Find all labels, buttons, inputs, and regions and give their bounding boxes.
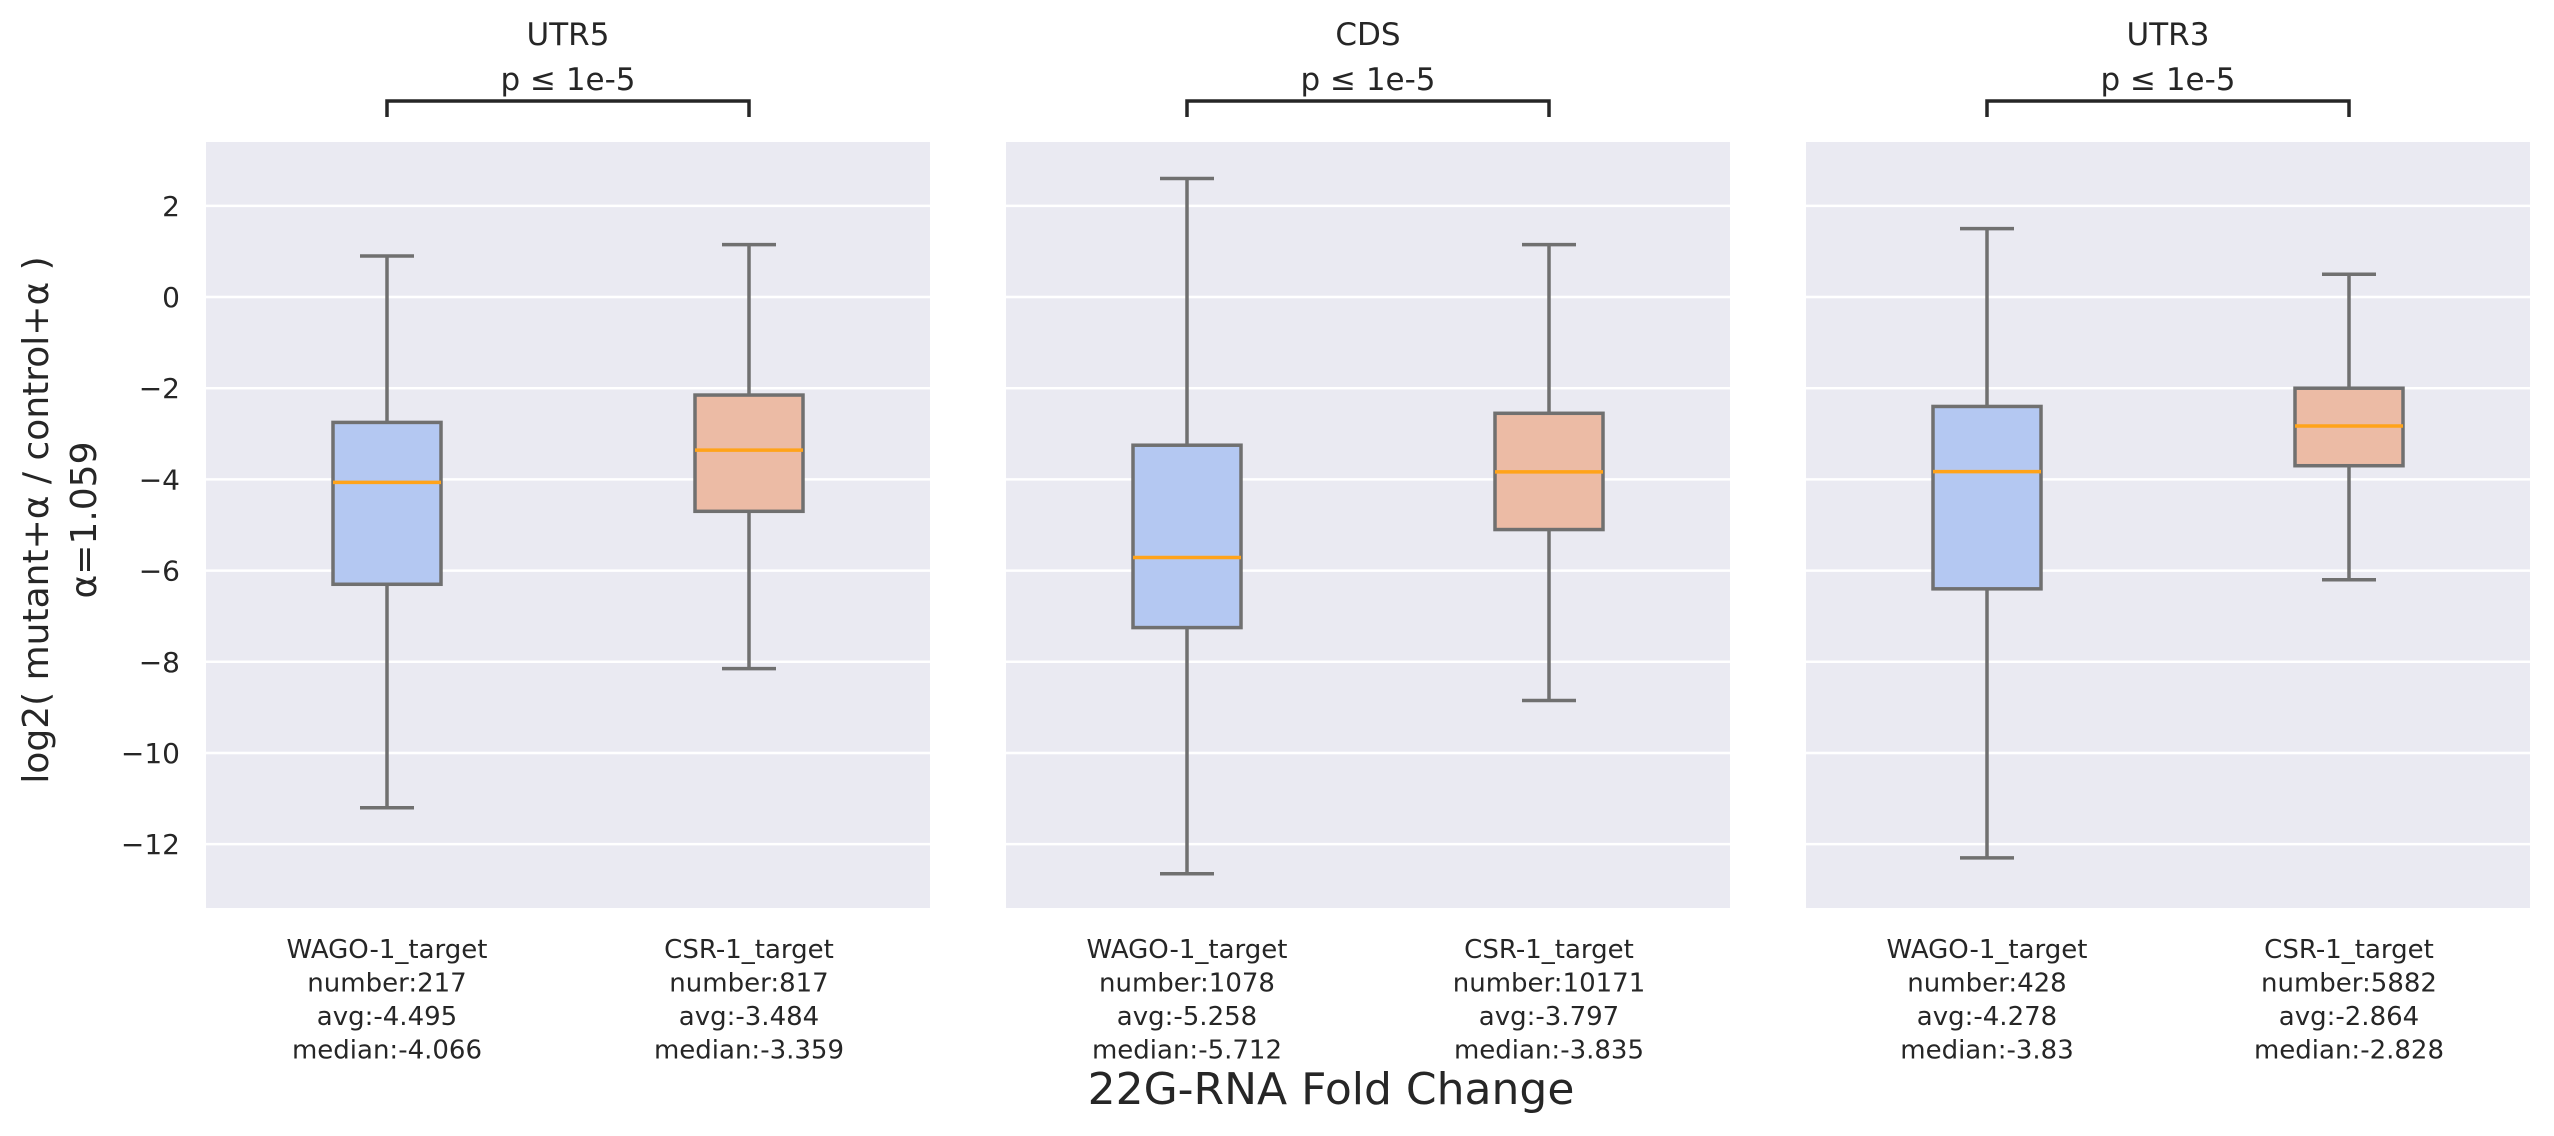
x-tick-stat: median:-2.828 [2254, 1036, 2444, 1066]
box-iqr [693, 393, 805, 514]
y-tick-label: −12 [121, 828, 180, 861]
pvalue-label: p ≤ 1e-5 [500, 62, 635, 98]
x-tick-label: CSR-1_target [664, 935, 834, 965]
x-tick-stat: median:-3.835 [1454, 1036, 1644, 1066]
y-tick-label: −2 [139, 372, 180, 405]
y-axis-label-line2: α=1.059 [64, 442, 105, 599]
significance-bracket [1985, 99, 2351, 117]
x-tick-stat: number:1078 [1099, 969, 1275, 999]
x-tick-stat: number:217 [307, 969, 466, 999]
y-axis-label-line1: log2( mutant+α / control+α ) [16, 256, 57, 783]
panel-background [1006, 142, 1730, 908]
box-iqr [1131, 443, 1243, 630]
x-tick-stat: number:817 [669, 969, 828, 999]
y-tick-label: −6 [139, 555, 180, 588]
x-tick-stat: median:-3.359 [654, 1036, 844, 1066]
y-tick-label: −4 [139, 463, 180, 496]
panel-title: UTR5 [527, 17, 610, 53]
y-tick-label: 0 [162, 281, 180, 314]
x-tick-stat: avg:-5.258 [1117, 1002, 1257, 1032]
x-tick-stat: number:10171 [1453, 969, 1646, 999]
x-tick-stat: avg:-3.484 [679, 1002, 819, 1032]
x-tick-stat: median:-4.066 [292, 1036, 482, 1066]
x-tick-stat: number:428 [1907, 969, 2066, 999]
x-tick-label: WAGO-1_target [287, 935, 488, 965]
pvalue-label: p ≤ 1e-5 [2100, 62, 2235, 98]
significance-bracket [385, 99, 751, 117]
x-tick-stat: avg:-4.278 [1917, 1002, 2057, 1032]
x-tick-label: CSR-1_target [2264, 935, 2434, 965]
x-axis-label: 22G-RNA Fold Change [1088, 1064, 1575, 1115]
y-tick-label: 2 [162, 190, 180, 223]
panel-title: UTR3 [2127, 17, 2210, 53]
panel-background [206, 142, 930, 908]
pvalue-label: p ≤ 1e-5 [1300, 62, 1435, 98]
x-tick-stat: avg:-2.864 [2279, 1002, 2419, 1032]
y-tick-label: −8 [139, 646, 180, 679]
box-iqr [1931, 404, 2043, 591]
panel-background [1806, 142, 2530, 908]
panel-utr5: 20−2−4−6−8−10−12WAGO-1_targetnumber:217a… [121, 17, 930, 1066]
x-tick-stat: avg:-4.495 [317, 1002, 457, 1032]
x-tick-stat: avg:-3.797 [1479, 1002, 1619, 1032]
y-tick-label: −10 [121, 737, 180, 770]
x-tick-label: WAGO-1_target [1887, 935, 2088, 965]
x-tick-stat: median:-5.712 [1092, 1036, 1282, 1066]
significance-bracket [1185, 99, 1551, 117]
box-iqr [331, 420, 443, 587]
x-tick-stat: median:-3.83 [1900, 1036, 2074, 1066]
x-tick-stat: number:5882 [2261, 969, 2437, 999]
panel-title: CDS [1335, 17, 1400, 53]
panels: 20−2−4−6−8−10−12WAGO-1_targetnumber:217a… [121, 17, 2530, 1066]
x-tick-label: CSR-1_target [1464, 935, 1634, 965]
x-tick-label: WAGO-1_target [1087, 935, 1288, 965]
